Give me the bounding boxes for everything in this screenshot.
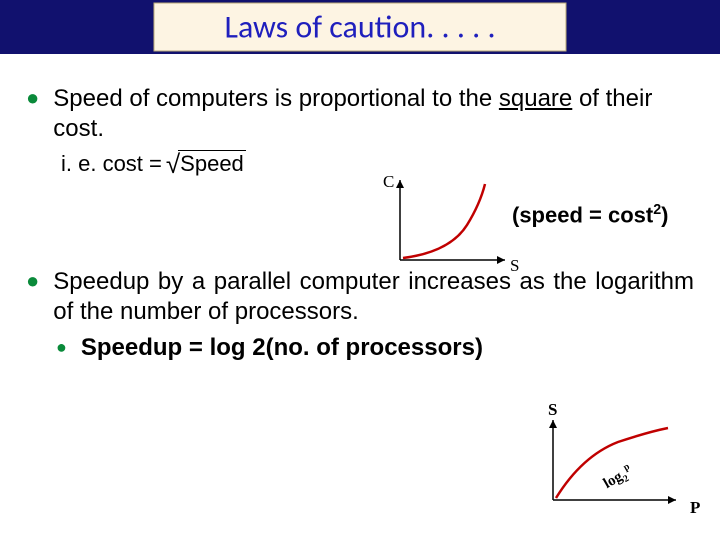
bullet-1-text: Speed of computers is proportional to th… bbox=[53, 84, 694, 144]
bullet-2: ● Speedup by a parallel computer increas… bbox=[26, 267, 694, 327]
bullet-icon: ● bbox=[56, 333, 67, 361]
title-bar: Laws of caution. . . . . bbox=[0, 0, 720, 54]
bullet-1-subline: i. e. cost = √ Speed bbox=[61, 150, 694, 177]
slide-title: Laws of caution. . . . . bbox=[153, 3, 566, 52]
subline-prefix: i. e. cost = bbox=[61, 151, 162, 177]
bullet-2-sub-text: Speedup = log 2(no. of processors) bbox=[81, 333, 483, 363]
formula-sup: 2 bbox=[653, 202, 661, 218]
chart1-xlabel: S bbox=[510, 256, 519, 276]
formula-end: ) bbox=[661, 202, 668, 227]
bullet-2-sub: ● Speedup = log 2(no. of processors) bbox=[26, 333, 694, 363]
chart2-xlabel: P bbox=[690, 498, 700, 518]
sqrt-expression: √ Speed bbox=[166, 150, 246, 177]
bullet-icon: ● bbox=[26, 84, 39, 112]
b1-before: Speed of computers is proportional to th… bbox=[53, 85, 499, 112]
bullet-2-text: Speedup by a parallel computer increases… bbox=[53, 267, 694, 327]
chart1-ylabel: C bbox=[383, 172, 394, 192]
b1-underline: square bbox=[499, 85, 572, 112]
sqrt-content: Speed bbox=[178, 150, 246, 177]
chart-cost-speed bbox=[395, 180, 515, 270]
bullet-1: ● Speed of computers is proportional to … bbox=[26, 84, 694, 144]
chart2-ylabel: S bbox=[548, 400, 557, 420]
formula-text: (speed = cost bbox=[512, 202, 653, 227]
bullet-icon: ● bbox=[26, 267, 39, 295]
chart1-formula: (speed = cost2) bbox=[512, 202, 669, 228]
